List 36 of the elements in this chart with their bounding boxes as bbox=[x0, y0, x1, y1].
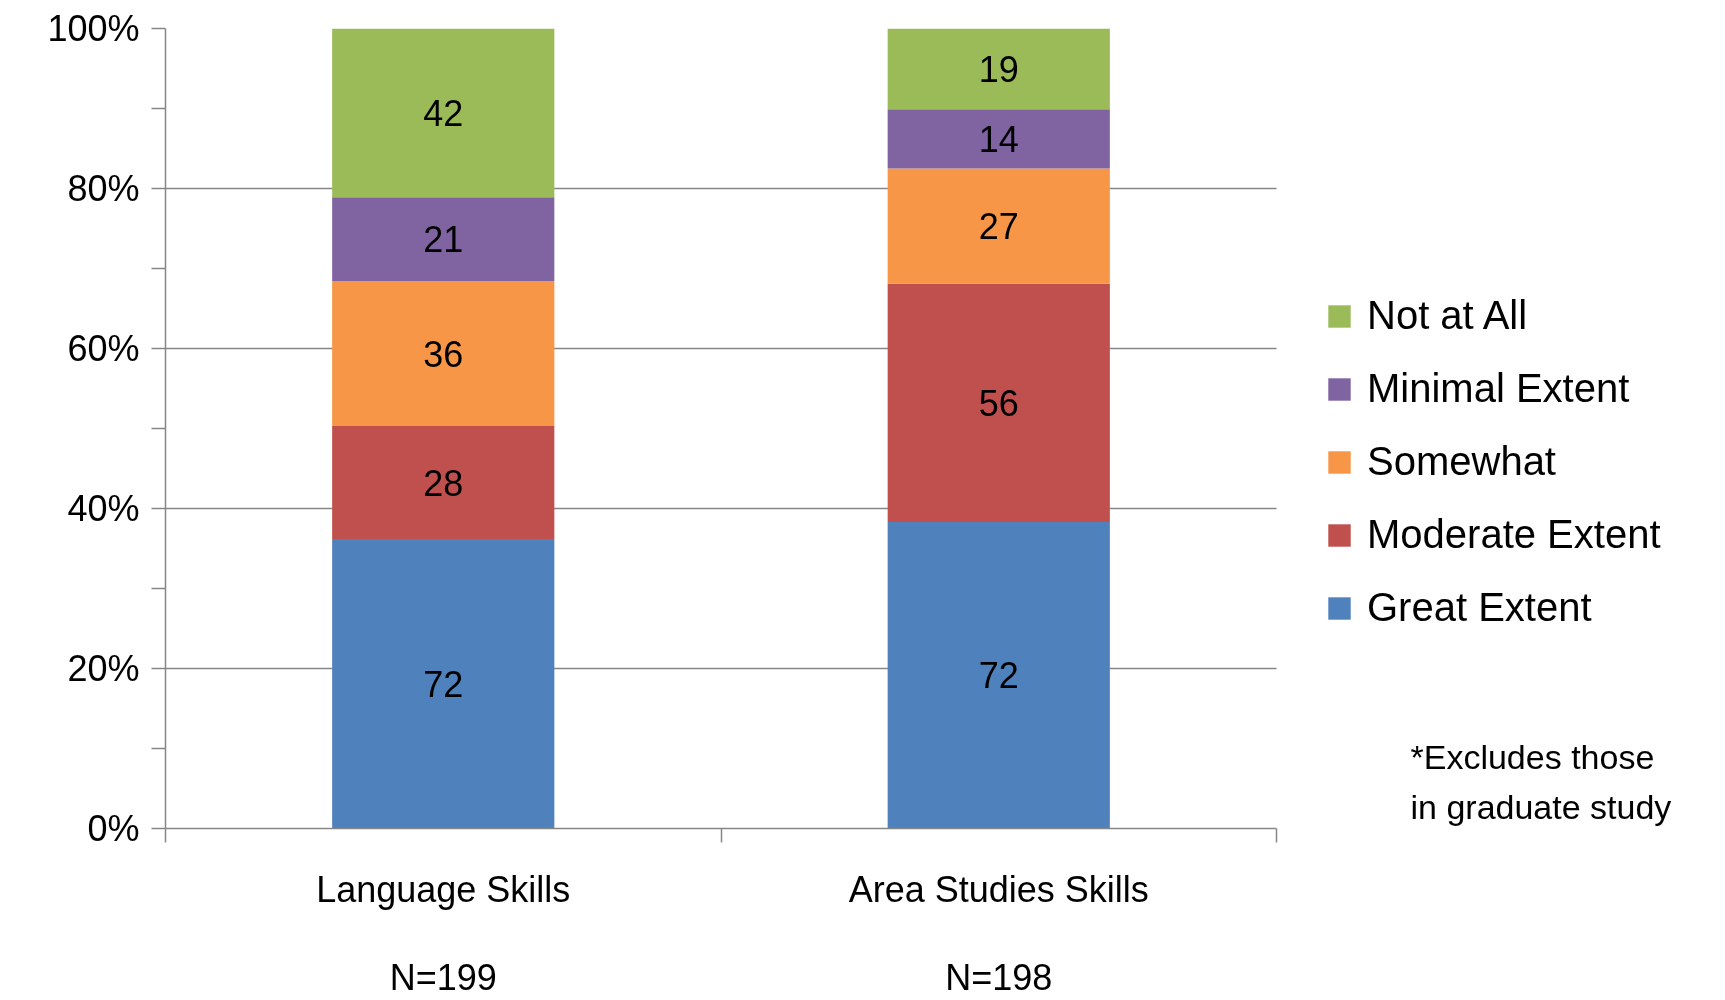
legend-label: Great Extent bbox=[1367, 585, 1592, 630]
legend-label: Minimal Extent bbox=[1367, 366, 1630, 411]
annotation: 14 bbox=[978, 118, 1019, 160]
annotation: 21 bbox=[423, 219, 464, 261]
annotation: 27 bbox=[978, 206, 1019, 248]
annotation: 72 bbox=[978, 655, 1019, 697]
text: *Excludes those in graduate study bbox=[1410, 737, 1672, 826]
text: N=199 bbox=[389, 956, 497, 998]
text: N=198 bbox=[945, 956, 1053, 998]
x-tick-label: Area Studies Skills bbox=[848, 868, 1149, 910]
annotation: 19 bbox=[978, 48, 1019, 90]
bar bbox=[332, 426, 555, 539]
bar bbox=[887, 168, 1110, 284]
annotation: 56 bbox=[978, 382, 1019, 424]
bar bbox=[332, 281, 555, 427]
y-tick-label: 60% bbox=[67, 328, 140, 369]
annotation: 72 bbox=[423, 663, 464, 705]
y-tick-label: 0% bbox=[87, 808, 140, 849]
bar bbox=[332, 28, 555, 198]
annotation: 28 bbox=[423, 462, 464, 504]
bar bbox=[332, 197, 555, 282]
bar bbox=[887, 522, 1110, 829]
y-tick-label: 100% bbox=[47, 8, 140, 49]
legend-label: Moderate Extent bbox=[1367, 512, 1661, 557]
y-tick-label: 20% bbox=[67, 648, 140, 689]
bar bbox=[332, 538, 555, 829]
legend-label: Somewhat bbox=[1367, 439, 1556, 484]
x-tick-label: Language Skills bbox=[316, 868, 571, 910]
annotation: 42 bbox=[423, 92, 464, 134]
bar bbox=[887, 283, 1110, 523]
y-tick-label: 40% bbox=[67, 488, 140, 529]
bar bbox=[887, 28, 1110, 110]
bar bbox=[887, 109, 1110, 169]
annotation: 36 bbox=[423, 333, 464, 375]
y-tick-label: 80% bbox=[67, 168, 140, 209]
legend-label: Not at All bbox=[1367, 293, 1528, 338]
